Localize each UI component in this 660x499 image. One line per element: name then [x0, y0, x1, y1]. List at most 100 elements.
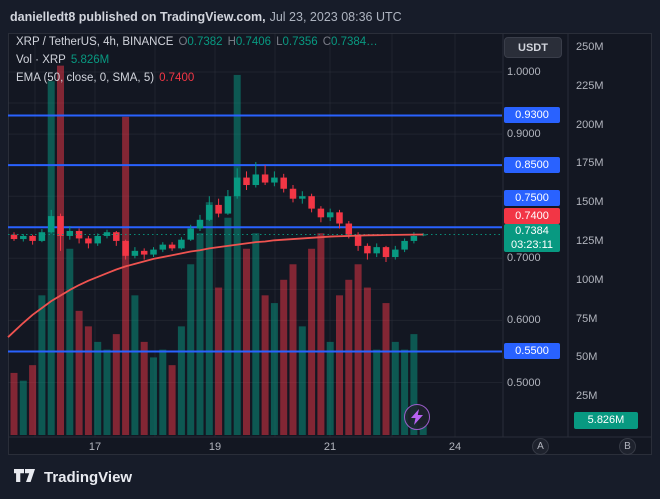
volume-bar	[289, 264, 297, 435]
boost-button[interactable]	[404, 404, 430, 430]
volume-bar	[19, 380, 27, 435]
candle-body	[85, 238, 92, 244]
volume-value: 5.826M	[70, 54, 110, 66]
volume-bar	[187, 264, 195, 435]
ema-legend-row[interactable]: EMA (50, close, 0, SMA, 5) 0.7400	[16, 72, 194, 84]
volume-bar	[75, 310, 83, 435]
volume-bar	[382, 303, 390, 435]
close-label: C	[322, 36, 331, 48]
volume-bar	[298, 326, 306, 435]
candle-body	[94, 235, 101, 244]
open-value: 0.7382	[187, 36, 223, 48]
volume-bar	[131, 295, 139, 435]
current-price-value: 0.7384	[515, 225, 549, 237]
low-value: 0.7356	[282, 36, 318, 48]
candle-body	[336, 212, 343, 224]
candle-body	[345, 223, 353, 235]
volume-bar	[317, 233, 325, 435]
candle-body	[38, 232, 46, 241]
candle-body	[215, 204, 222, 214]
volume-bar	[10, 372, 18, 435]
volume-bar	[84, 326, 92, 435]
volume-bar	[150, 357, 157, 435]
candle-body	[233, 177, 241, 197]
price-scale-marker[interactable]: A	[532, 438, 549, 455]
volume-bar	[391, 341, 399, 435]
candle-body	[187, 228, 194, 240]
volume-scale-marker[interactable]: B	[619, 438, 636, 455]
volume-bar	[224, 217, 232, 435]
high-label: H	[227, 36, 236, 48]
volume-bar	[410, 334, 418, 435]
volume-bar	[177, 326, 185, 435]
volume-bar	[363, 287, 371, 435]
candle-body	[392, 249, 399, 258]
candle-body	[178, 239, 185, 249]
volume-bar	[354, 264, 362, 435]
candle-body	[196, 219, 204, 229]
volume-bar	[168, 365, 176, 435]
current-price-badge: 0.7384 03:23:11	[504, 224, 560, 252]
ema-label: EMA (50, close, 0, SMA, 5)	[16, 72, 155, 84]
ema-line	[7, 233, 424, 338]
candle-body	[206, 204, 213, 220]
candle-body	[29, 235, 36, 241]
volume-bar	[94, 341, 102, 435]
attribution-date: Jul 23, 2023 08:36 UTC	[269, 9, 402, 24]
volume-bar	[261, 295, 269, 435]
volume-bar	[159, 349, 167, 435]
volume-bar	[252, 233, 260, 435]
candle-body	[308, 196, 315, 209]
volume-bar	[112, 334, 120, 435]
volume-bar	[270, 303, 278, 435]
candle-body	[261, 174, 269, 183]
volume-bar	[215, 287, 223, 435]
symbol-legend-row[interactable]: XRP / TetherUS, 4h, BINANCE O0.7382 H0.7…	[16, 36, 378, 48]
candle-body	[289, 188, 297, 199]
candle-body	[299, 196, 306, 199]
volume-bar	[205, 202, 213, 435]
brand-name[interactable]: TradingView	[44, 468, 133, 486]
close-value: 0.7384…	[331, 36, 378, 48]
candle-body	[364, 245, 371, 254]
candle-countdown: 03:23:11	[510, 239, 553, 251]
low-label: L	[276, 36, 283, 48]
candle-body	[243, 177, 250, 186]
volume-bar	[103, 349, 111, 435]
candle-body	[224, 196, 232, 214]
volume-bar	[38, 295, 46, 435]
volume-bar	[336, 295, 343, 435]
candle-body	[280, 177, 287, 189]
candle-body	[140, 250, 148, 255]
tradingview-logo-icon	[14, 469, 35, 482]
candle-body	[131, 250, 139, 256]
candle-body	[326, 212, 334, 218]
candle-body	[66, 230, 74, 236]
volume-bar	[233, 74, 241, 435]
volume-bar	[196, 233, 204, 435]
volume-bar	[66, 248, 74, 435]
candle-body	[150, 249, 157, 255]
candle-body	[47, 216, 55, 233]
candle-body	[122, 240, 129, 256]
candle-body	[168, 244, 176, 249]
volume-bar	[140, 341, 148, 435]
candle-body	[382, 247, 390, 258]
symbol-title: XRP / TetherUS, 4h, BINANCE	[16, 36, 174, 48]
volume-legend-row[interactable]: Vol · XRP 5.826M	[16, 54, 109, 66]
currency-toggle-button[interactable]: USDT	[504, 37, 562, 58]
candle-body	[271, 177, 278, 183]
candle-body	[317, 208, 325, 218]
volume-bar	[373, 349, 381, 435]
candle-body	[10, 234, 18, 240]
volume-bar	[345, 279, 353, 435]
volume-label: Vol · XRP	[16, 54, 66, 66]
candle-body	[354, 234, 362, 246]
ema-value: 0.7400	[159, 72, 195, 84]
candle-body	[75, 230, 83, 239]
candle-body	[20, 235, 27, 240]
volume-bar	[243, 248, 250, 435]
high-value: 0.7406	[235, 36, 272, 48]
